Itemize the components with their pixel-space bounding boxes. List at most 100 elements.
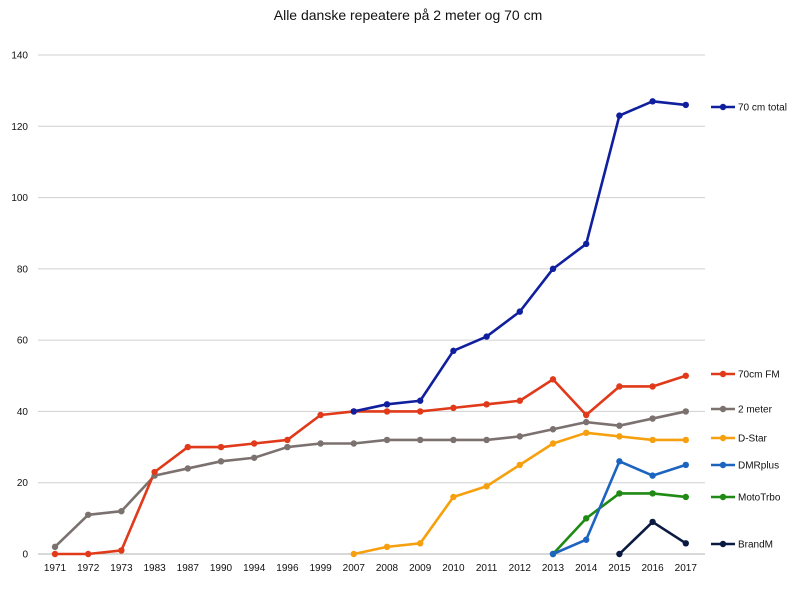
data-point-d-star <box>350 550 357 558</box>
data-point-mototrbo <box>682 493 689 501</box>
data-point-2-meter <box>682 408 689 415</box>
data-point-d-star <box>516 461 523 469</box>
data-point-70cm-fm <box>217 443 225 451</box>
series-points <box>51 98 689 558</box>
legend-swatch-marker <box>719 103 727 111</box>
x-tick-label: 2016 <box>641 563 664 574</box>
y-tick-label: 60 <box>17 336 29 347</box>
data-point-70-cm-total <box>682 101 689 109</box>
data-point-70cm-fm <box>184 443 191 451</box>
legend-label: 70cm FM <box>738 370 780 381</box>
y-tick-label: 100 <box>11 193 28 204</box>
data-point-2-meter <box>417 436 424 444</box>
x-tick-label: 1972 <box>77 563 100 574</box>
legend-label: BrandM <box>738 540 773 551</box>
data-point-70cm-fm <box>616 383 623 390</box>
y-axis: 0 20 40 60 80 100 120 140 <box>11 51 28 561</box>
data-point-2-meter <box>217 458 225 465</box>
series-lines <box>53 100 688 556</box>
data-point-2-meter <box>350 440 357 447</box>
data-point-70-cm-total <box>450 347 457 355</box>
data-point-2-meter <box>516 433 523 440</box>
x-tick-label: 2015 <box>608 563 631 574</box>
data-point-70cm-fm <box>583 411 590 419</box>
data-point-70cm-fm <box>483 401 490 408</box>
x-tick-label: 1983 <box>143 563 166 574</box>
data-point-dmrplus <box>682 461 689 469</box>
data-point-70cm-fm <box>450 404 457 412</box>
x-tick-label: 2009 <box>409 563 432 574</box>
x-tick-label: 1987 <box>177 563 200 574</box>
series-line-70cm-fm <box>53 374 688 556</box>
data-point-dmrplus <box>616 458 623 465</box>
data-point-dmrplus <box>549 550 557 558</box>
x-tick-label: 2011 <box>476 563 498 574</box>
data-point-70cm-fm <box>383 408 391 415</box>
x-axis: 1971 1972 1973 1983 1987 1990 1994 1996 1999 2007… <box>44 563 697 574</box>
data-point-70-cm-total <box>649 98 656 105</box>
data-point-70cm-fm <box>251 440 258 447</box>
x-tick-label: 2014 <box>575 563 598 574</box>
data-point-2-meter <box>317 440 324 447</box>
x-tick-label: 1994 <box>243 563 266 574</box>
data-point-70cm-fm <box>118 547 125 554</box>
data-point-2-meter <box>583 418 590 426</box>
series-line-2-meter <box>53 410 688 549</box>
legend-label: 2 meter <box>738 405 773 416</box>
data-point-dmrplus <box>583 536 590 543</box>
chart-title: Alle danske repeatere på 2 meter og 70 c… <box>274 7 543 23</box>
data-point-70cm-fm <box>317 411 324 419</box>
legend-item-mototrbo: MotoTrbo <box>711 493 781 504</box>
data-point-70-cm-total <box>583 240 590 248</box>
data-point-70-cm-total <box>383 401 391 408</box>
data-point-brandm <box>616 550 623 558</box>
data-point-mototrbo <box>649 490 656 497</box>
data-point-2-meter <box>383 436 391 444</box>
data-point-70cm-fm <box>417 408 424 415</box>
data-point-d-star <box>417 540 424 547</box>
legend-swatch-marker <box>719 370 727 378</box>
data-point-2-meter <box>450 436 457 444</box>
data-point-d-star <box>383 543 391 551</box>
y-tick-label: 80 <box>17 264 29 275</box>
data-point-2-meter <box>85 511 92 518</box>
x-tick-label: 2008 <box>376 563 399 574</box>
data-point-d-star <box>649 436 656 444</box>
data-point-70-cm-total <box>549 265 557 273</box>
legend-label: D-Star <box>738 434 768 445</box>
grid-lines <box>38 54 705 555</box>
x-tick-label: 2017 <box>675 563 698 574</box>
y-tick-label: 40 <box>17 407 29 418</box>
legend-swatch-marker <box>719 434 727 442</box>
data-point-70cm-fm <box>516 397 523 404</box>
data-point-70cm-fm <box>85 550 92 558</box>
data-point-d-star <box>483 483 490 490</box>
data-point-70-cm-total <box>516 308 523 315</box>
legend-swatch-marker <box>719 461 727 469</box>
legend-swatch-marker <box>719 493 727 501</box>
legend-item-70cm-fm: 70cm FM <box>711 370 780 381</box>
x-tick-label: 1971 <box>44 563 67 574</box>
data-point-mototrbo <box>583 515 590 522</box>
data-point-2-meter <box>549 426 557 433</box>
data-point-70cm-fm <box>682 372 689 379</box>
data-point-70-cm-total <box>417 397 424 404</box>
data-point-70cm-fm <box>549 376 557 383</box>
data-point-d-star <box>583 429 590 437</box>
series-line-brandm <box>618 520 688 556</box>
legend-label: DMRplus <box>738 461 779 472</box>
legend-label: 70 cm total <box>738 103 787 114</box>
x-tick-label: 1973 <box>110 563 133 574</box>
data-point-2-meter <box>284 443 291 451</box>
x-tick-label: 1999 <box>309 563 332 574</box>
data-point-dmrplus <box>649 472 656 479</box>
data-point-70cm-fm <box>284 436 291 444</box>
data-point-70cm-fm <box>649 383 656 390</box>
x-tick-label: 2007 <box>343 563 366 574</box>
y-tick-label: 0 <box>22 550 28 561</box>
data-point-mototrbo <box>616 490 623 497</box>
data-point-d-star <box>450 493 457 501</box>
legend: 70 cm total 70cm FM 2 meter D-Star DMRplus Mo… <box>711 103 787 551</box>
data-point-70cm-fm <box>151 468 158 476</box>
